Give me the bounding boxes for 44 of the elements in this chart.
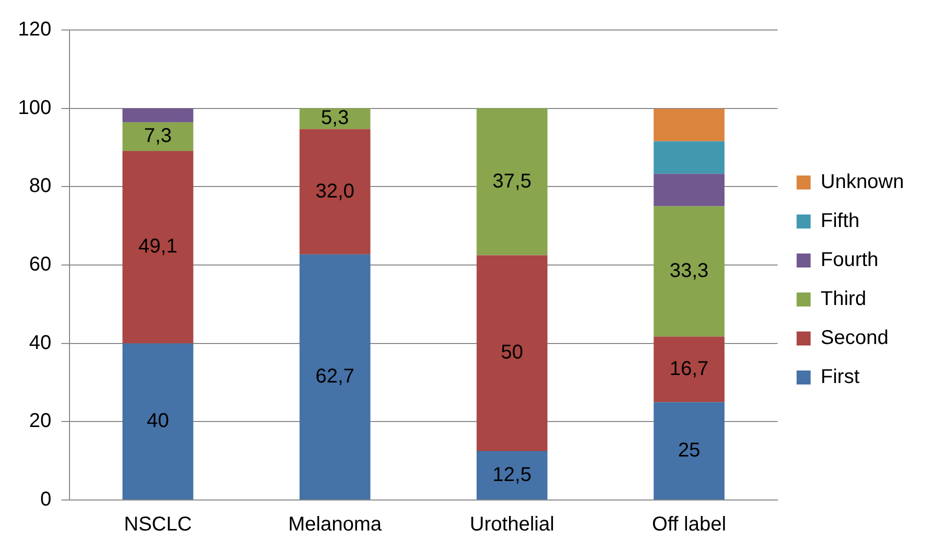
legend-label: Fifth	[820, 210, 860, 232]
x-tick-label: Urothelial	[470, 514, 554, 536]
legend-label: Unknown	[820, 171, 904, 194]
legend-label: Second	[820, 327, 888, 350]
bar	[122, 108, 194, 122]
bar	[122, 122, 194, 152]
data-label: 25	[678, 439, 700, 462]
x-tick-label: NSCLC	[124, 514, 192, 536]
data-label: 32,0	[315, 180, 354, 202]
legend-label: Third	[820, 288, 866, 310]
bar	[654, 336, 724, 402]
bar	[654, 108, 724, 142]
bar	[654, 206, 724, 337]
data-label: 50	[500, 342, 524, 364]
bar	[654, 174, 724, 206]
data-label: 7,3	[144, 125, 172, 148]
y-tick-label: 40	[29, 332, 52, 354]
y-tick-label: 120	[18, 18, 52, 41]
data-label: 49,1	[138, 236, 178, 258]
y-tick-label: 80	[29, 175, 52, 198]
bar	[476, 108, 548, 256]
bar	[476, 255, 548, 452]
x-tick-label: Melanoma	[288, 514, 383, 536]
bar	[122, 151, 194, 344]
data-label: 16,7	[670, 358, 709, 380]
x-tick-label: Off label	[652, 514, 726, 536]
bar	[300, 254, 370, 500]
legend-label: Fourth	[820, 249, 878, 272]
bar	[654, 402, 724, 500]
data-label: 5,3	[321, 107, 349, 130]
data-label: 62,7	[315, 365, 354, 388]
y-tick-label: 0	[40, 488, 52, 511]
y-tick-label: 100	[18, 96, 52, 119]
bar	[122, 343, 194, 500]
bar	[476, 451, 548, 500]
bar	[300, 129, 370, 254]
y-tick-label: 60	[29, 254, 52, 276]
data-label: 12,5	[492, 464, 532, 486]
y-tick-label: 20	[29, 410, 52, 432]
data-label: 40	[146, 410, 170, 432]
bar	[654, 141, 724, 174]
legend-label: First	[820, 366, 860, 388]
data-label: 33,3	[670, 260, 709, 282]
data-label: 37,5	[492, 170, 532, 192]
